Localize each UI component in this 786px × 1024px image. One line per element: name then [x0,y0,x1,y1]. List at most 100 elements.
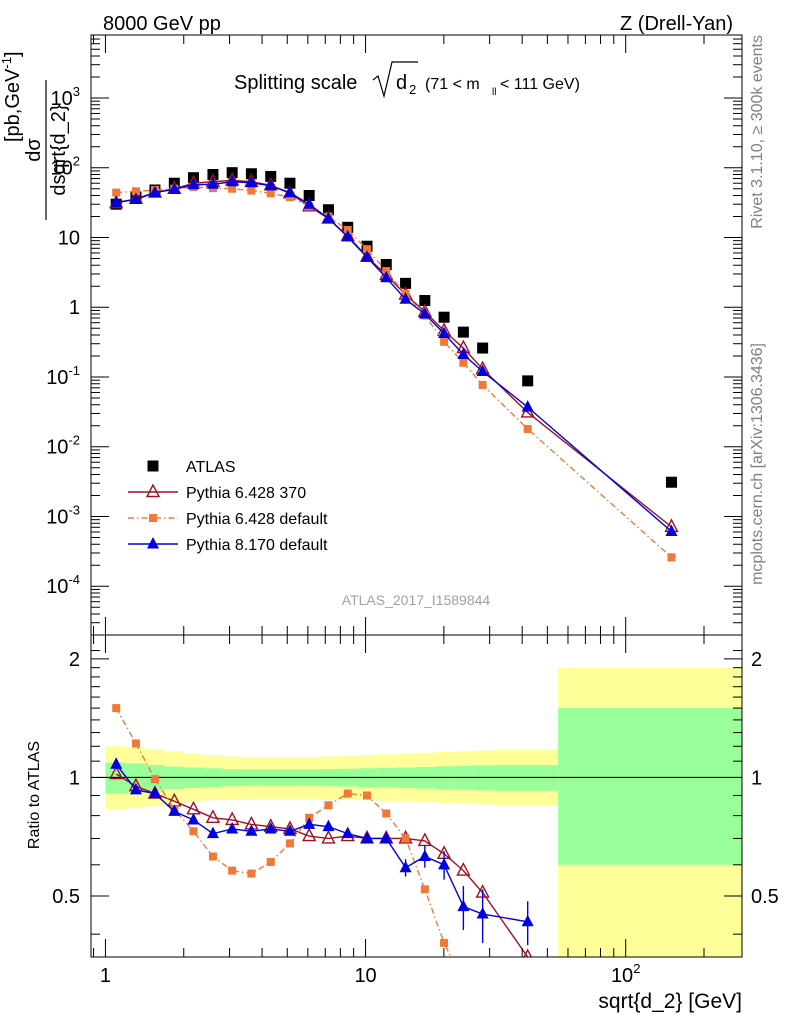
ratio-point [438,857,451,870]
ratio-y-tick-label-right: 2 [751,649,762,671]
ratio-point [226,821,239,834]
legend-item-pythia-6-428-370: Pythia 6.428 370 [128,483,306,502]
series-pythia-6-428-default [112,182,676,562]
data-point [322,211,335,224]
legend-marker [145,483,161,498]
data-point [110,195,123,207]
x-tick-label: 1 [100,965,111,987]
legend-label: ATLAS [186,459,236,476]
ratio-point [131,739,140,748]
ratio-point [440,938,449,947]
title-main: Splitting scale [234,72,357,94]
ratio-point [150,775,159,784]
data-point [523,424,532,433]
ratio-point [129,782,142,795]
ratio-point [148,786,161,799]
data-point [665,524,678,536]
ratio-y-label: Ratio to ATLAS [26,741,43,849]
data-point [438,311,450,323]
data-point [457,326,469,338]
data-point [245,175,258,188]
y-tick-label: 10 [58,227,80,249]
legend-marker [147,460,159,472]
data-point [187,177,200,190]
ratio-plot-area [91,667,742,957]
data-point [363,245,372,254]
legend-marker [147,537,159,549]
legend: ATLAS Pythia 6.428 370 Pythia 6.428 defaul… [128,459,328,554]
ratio-point [382,809,391,818]
ratio-point [187,812,200,825]
y-tick-exponent: -3 [68,502,80,517]
ratio-point [228,866,237,875]
ratio-point [523,948,533,957]
legend-item-pythia-6-428-default: Pythia 6.428 default [128,511,328,528]
uncertainty-band-inner [558,708,742,865]
rivet-label: Rivet 3.1.10, ≥ 300k events [749,35,766,229]
ratio-point [361,831,374,843]
series-pythia-8-170-default [110,174,678,536]
data-point [665,476,677,488]
ratio-point [380,831,393,843]
data-point [131,187,140,196]
series-atlas [110,167,677,488]
ylabel-units-exp: -1 [0,57,14,69]
data-point [380,270,393,283]
series-pythia-6-428-370 [109,171,679,533]
ratio-point [247,869,256,878]
data-point [283,185,296,198]
data-point [380,259,392,271]
data-point [667,553,676,562]
ratio-point [302,827,317,842]
ratio-point [341,826,354,839]
data-point [303,189,315,201]
data-point [477,342,489,354]
y-tick-mantissa: 1 [69,297,80,319]
x-tick-mantissa: 10 [354,965,376,987]
ratio-point [206,826,219,839]
main-y-label: dσ dsqrt{d_2} [23,80,70,220]
header-left: 8000 GeV pp [103,13,221,35]
y-tick-mantissa: 10 [58,227,80,249]
y-tick-exponent: -2 [68,433,80,448]
data-point [457,347,470,360]
ratio-point [417,832,432,847]
ratio-panel: 0.5 0.51 12 21 10 102 Ratio to ATLAS [26,634,779,987]
data-point [206,177,219,189]
data-point [341,229,354,242]
ratio-point [112,704,121,713]
ratio-y-tick-label-left: 2 [69,649,80,671]
ratio-point [266,857,275,866]
x-tick-exponent: 2 [633,961,640,976]
ratio-point [264,821,277,834]
data-point [226,174,239,187]
ratio-point [399,860,412,873]
ratio-point [110,757,123,769]
legend-label: Pythia 8.170 default [186,537,328,554]
y-tick-label: 102 [51,154,80,180]
series-line [116,181,672,532]
ratio-point [401,834,410,843]
ratio-point [476,907,489,919]
ylabel-units-close: ] [2,51,24,57]
data-point [418,307,431,319]
legend-item-pythia-8-170-default: Pythia 8.170 default [128,537,328,554]
data-point [522,375,534,387]
x-tick-label: 102 [611,961,640,987]
data-point [478,380,487,389]
data-point [284,177,296,189]
data-point [440,337,449,346]
ratio-point [303,817,316,829]
ratio-y-tick-label-left: 1 [69,767,80,789]
ratio-point [521,914,534,927]
data-point [228,184,237,193]
ylabel-units: [pb,GeV-1] [0,51,24,142]
watermark: ATLAS_2017_I1589844 [342,592,491,608]
y-tick-exponent: 3 [73,84,80,99]
y-tick-exponent: -4 [68,572,80,587]
ratio-y-tick-label-left: 0.5 [52,886,80,908]
ratio-point [420,885,429,894]
ratio-point [322,819,335,832]
